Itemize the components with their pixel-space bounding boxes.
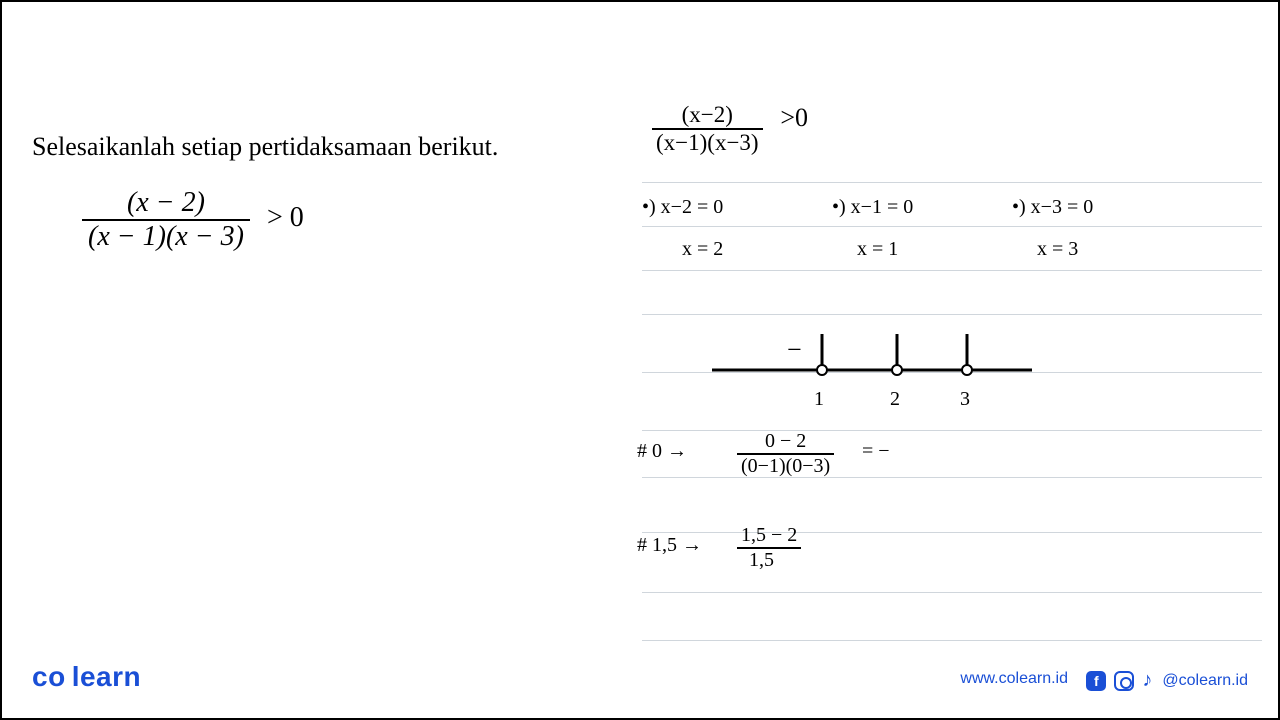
hw-main-fraction: (x−2) (x−1)(x−3) >0: [652, 102, 808, 156]
instruction-text: Selesaikanlah setiap pertidaksamaan beri…: [32, 132, 498, 162]
rule: [642, 226, 1262, 227]
nl-label-1: 1: [814, 388, 824, 411]
hw-test0-den: (0−1)(0−3): [737, 455, 834, 478]
footer-url: www.colearn.id: [960, 670, 1068, 688]
hw-root2: •) x−1 = 0: [832, 196, 913, 219]
brand-logo: colearn: [32, 661, 141, 693]
hw-test15-num: 1,5 − 2: [737, 524, 801, 549]
printed-numerator: (x − 2): [82, 187, 250, 221]
rule: [642, 314, 1262, 315]
facebook-icon: f: [1086, 671, 1106, 691]
tiktok-icon: ♪: [1142, 669, 1152, 692]
rule: [642, 270, 1262, 271]
hw-test0-num: 0 − 2: [737, 430, 834, 455]
hw-x2: x = 2: [682, 238, 723, 261]
hw-test0-result: = −: [862, 440, 890, 463]
hw-test0-frac: 0 − 2 (0−1)(0−3): [737, 430, 834, 478]
printed-denominator: (x − 1)(x − 3): [82, 221, 250, 253]
hw-x3: x = 3: [1037, 238, 1078, 261]
hw-test15-label: # 1,5 →: [637, 534, 702, 557]
hw-minus-sign: −: [787, 335, 802, 365]
rule: [642, 592, 1262, 593]
hw-test0-label: # 0 →: [637, 440, 687, 463]
brand-learn: learn: [72, 661, 141, 692]
hw-gt0: >0: [780, 103, 808, 132]
notebook-area: •) x−2 = 0 •) x−1 = 0 •) x−3 = 0 x = 2 x…: [642, 172, 1262, 642]
hw-root3: •) x−3 = 0: [1012, 196, 1093, 219]
rule: [642, 532, 1262, 533]
hw-test15-frac: 1,5 − 2 1,5: [737, 524, 801, 572]
hw-root1: •) x−2 = 0: [642, 196, 723, 219]
instagram-icon: [1114, 671, 1134, 691]
social-handle: @colearn.id: [1162, 672, 1248, 690]
rule: [642, 430, 1262, 431]
rule: [642, 640, 1262, 641]
hw-x1: x = 1: [857, 238, 898, 261]
rule: [642, 477, 1262, 478]
nl-label-2: 2: [890, 388, 900, 411]
rule: [642, 182, 1262, 183]
social-icons: f ♪ @colearn.id: [1086, 669, 1248, 692]
hw-test15-den: 1,5: [737, 549, 801, 572]
number-line: [702, 322, 1042, 392]
printed-inequality: (x − 2) (x − 1)(x − 3) > 0: [82, 187, 304, 253]
nl-label-3: 3: [960, 388, 970, 411]
hw-main-den: (x−1)(x−3): [652, 130, 763, 156]
hw-main-num: (x−2): [652, 102, 763, 130]
printed-relation: > 0: [267, 202, 304, 233]
brand-co: co: [32, 661, 66, 692]
